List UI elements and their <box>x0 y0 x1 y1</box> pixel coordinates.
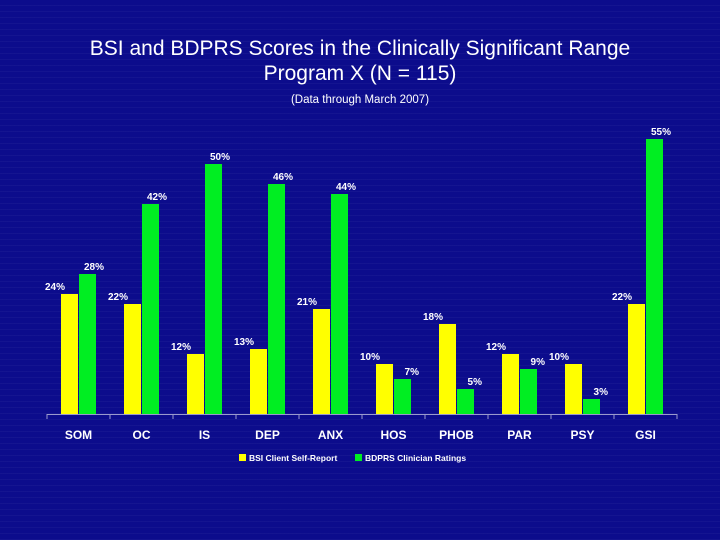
value-label-dep-series-2: 46% <box>273 172 293 183</box>
bars-group <box>61 139 663 414</box>
value-label-som-series-1: 24% <box>45 282 65 293</box>
x-tick-label-hos: HOS <box>380 428 406 442</box>
bar-som-series-2 <box>79 274 96 414</box>
value-label-hos-series-1: 10% <box>360 352 380 363</box>
value-label-som-series-2: 28% <box>84 262 104 273</box>
legend-swatch-series-1 <box>239 454 246 461</box>
bar-gsi-series-2 <box>646 139 663 414</box>
chart-title: BSI and BDPRS Scores in the Clinically S… <box>89 37 631 60</box>
bar-anx-series-2 <box>331 194 348 414</box>
legend-swatch-series-2 <box>355 454 362 461</box>
x-tick-label-anx: ANX <box>318 428 343 442</box>
bar-is-series-1 <box>187 354 204 414</box>
value-label-dep-series-1: 13% <box>234 337 254 348</box>
x-tick-label-psy: PSY <box>570 428 594 442</box>
bar-psy-series-2 <box>583 399 600 414</box>
x-tick-label-is: IS <box>199 428 210 442</box>
value-label-par-series-2: 9% <box>531 357 546 368</box>
value-labels-group: 24% 28% 22% 42% 12% 50% 13% 46% 21% 44% 10% 7% 18% 5%… <box>45 127 671 398</box>
bar-hos-series-2 <box>394 379 411 414</box>
chart-subtitle: (Data through March 2007) <box>290 94 430 106</box>
bar-oc-series-2 <box>142 204 159 414</box>
bar-anx-series-1 <box>313 309 330 414</box>
value-label-phob-series-1: 18% <box>423 312 443 323</box>
value-label-is-series-1: 12% <box>171 342 191 353</box>
title-block: BSI and BDPRS Scores in the Clinically S… <box>0 36 720 108</box>
bar-oc-series-1 <box>124 304 141 414</box>
x-tick-label-dep: DEP <box>255 428 280 442</box>
value-label-gsi-series-2: 55% <box>651 127 671 138</box>
value-label-oc-series-1: 22% <box>108 292 128 303</box>
bar-som-series-1 <box>61 294 78 414</box>
value-label-is-series-2: 50% <box>210 152 230 163</box>
value-label-anx-series-1: 21% <box>297 297 317 308</box>
legend-label-series-2: BDPRS Clinician Ratings <box>365 453 466 463</box>
value-label-anx-series-2: 44% <box>336 182 356 193</box>
bar-psy-series-1 <box>565 364 582 414</box>
bar-dep-series-1 <box>250 349 267 414</box>
x-tick-label-oc: OC <box>133 428 151 442</box>
bar-par-series-1 <box>502 354 519 414</box>
bar-hos-series-1 <box>376 364 393 414</box>
legend: BSI Client Self-Report BDPRS Clinician Ra… <box>239 453 466 463</box>
bar-phob-series-2 <box>457 389 474 414</box>
bar-gsi-series-1 <box>628 304 645 414</box>
value-label-psy-series-1: 10% <box>549 352 569 363</box>
bar-phob-series-1 <box>439 324 456 414</box>
x-tick-label-som: SOM <box>65 428 92 442</box>
value-label-hos-series-2: 7% <box>405 367 420 378</box>
bar-dep-series-2 <box>268 184 285 414</box>
value-label-par-series-1: 12% <box>486 342 506 353</box>
value-label-phob-series-2: 5% <box>468 377 483 388</box>
bar-par-series-2 <box>520 369 537 414</box>
value-label-gsi-series-1: 22% <box>612 292 632 303</box>
legend-label-series-1: BSI Client Self-Report <box>249 453 337 463</box>
chart-title-line-2: Program X (N = 115) <box>263 62 457 85</box>
x-tick-label-par: PAR <box>507 428 532 442</box>
value-label-oc-series-2: 42% <box>147 192 167 203</box>
x-tick-label-phob: PHOB <box>439 428 474 442</box>
value-label-psy-series-2: 3% <box>594 387 609 398</box>
x-tick-label-gsi: GSI <box>635 428 656 442</box>
bar-is-series-2 <box>205 164 222 414</box>
